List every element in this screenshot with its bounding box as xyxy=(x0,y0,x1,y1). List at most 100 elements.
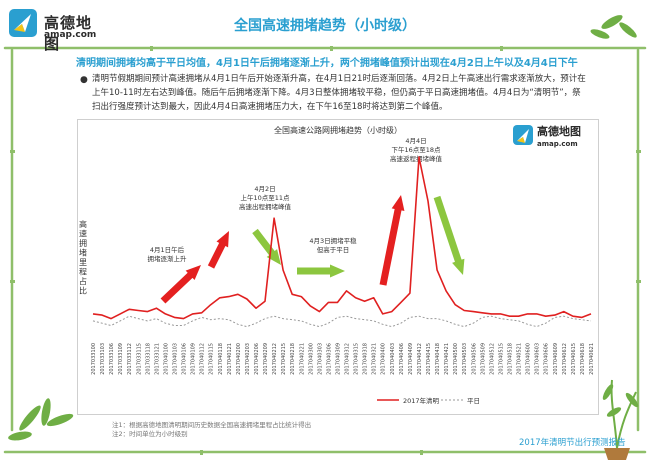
page-title: 全国高速拥堵趋势（小时级） xyxy=(234,18,416,34)
y-axis-label: 高速拥堵里程占比 xyxy=(79,219,87,296)
down-arrow-2 xyxy=(433,195,465,275)
chart-logo-domain: amap.com xyxy=(537,140,578,148)
x-tick-label: 2017040215 xyxy=(281,343,287,375)
y-axis-label-char: 堵 xyxy=(79,248,87,258)
y-axis-label-char: 速 xyxy=(79,230,87,239)
x-tick-label: 2017040421 xyxy=(444,343,450,375)
x-tick-label: 2017033121 xyxy=(154,343,160,375)
x-tick-label: 2017040103 xyxy=(172,343,178,375)
x-tick-label: 2017033100 xyxy=(91,343,97,375)
chart-logo: 高德地图 amap.com xyxy=(513,124,581,148)
x-tick-label: 2017040315 xyxy=(354,343,360,375)
congestion-trend-chart: 全国高速公路网拥堵趋势（小时级） 高德地图 amap.com 高速拥堵里程占比 … xyxy=(77,119,599,415)
x-tick-label: 2017040606 xyxy=(544,343,550,375)
x-tick-label: 2017040603 xyxy=(535,343,541,375)
x-tick-label: 2017040506 xyxy=(471,343,477,375)
y-axis-label-char: 高 xyxy=(79,219,87,229)
right-arrow xyxy=(297,264,345,278)
x-tick-label: 2017040318 xyxy=(363,343,369,375)
x-tick-label: 2017040306 xyxy=(326,343,332,375)
up-arrow-3-shape xyxy=(379,195,405,286)
chart-series xyxy=(92,156,592,328)
x-tick-label: 2017033106 xyxy=(109,343,115,375)
x-tick-label: 2017040418 xyxy=(435,343,441,375)
x-tick-label: 2017040615 xyxy=(571,343,577,375)
x-tick-label: 2017040309 xyxy=(335,343,341,375)
x-tick-label: 2017033118 xyxy=(145,343,151,375)
x-tick-label: 2017040303 xyxy=(317,343,323,375)
annotation-line: 上午10点至11点 xyxy=(240,193,290,202)
chart-legend: 2017年清明 平日 xyxy=(377,396,480,405)
x-tick-label: 2017040500 xyxy=(453,343,459,375)
up-arrow-1-shape xyxy=(160,265,201,304)
annotation-line: 4月3日拥堵平稳 xyxy=(309,236,357,245)
chart-border xyxy=(77,119,599,415)
down-arrow-1-shape xyxy=(252,228,282,266)
x-tick-label: 2017040203 xyxy=(245,343,251,375)
annotation-line: 4月2日 xyxy=(254,185,275,193)
x-tick-label: 2017033109 xyxy=(118,343,124,375)
headline: 清明期间拥堵均高于平日均值，4月1日午后拥堵逐渐上升，两个拥堵峰值预计出现在4月… xyxy=(76,58,578,69)
x-tick-label: 2017040512 xyxy=(489,343,495,375)
x-tick-label: 2017040612 xyxy=(562,343,568,375)
x-tick-label: 2017040409 xyxy=(408,343,414,375)
chart-logo-name: 高德地图 xyxy=(537,124,581,138)
y-axis-label-char: 占 xyxy=(79,276,87,286)
x-tick-label: 2017040406 xyxy=(399,343,405,375)
x-tick-label: 2017040518 xyxy=(508,343,514,375)
series-line-1 xyxy=(92,156,592,320)
x-tick-label: 2017040218 xyxy=(290,343,296,375)
x-tick-label: 2017040600 xyxy=(526,343,532,375)
x-tick-label: 2017040521 xyxy=(517,343,523,375)
up-arrow-2 xyxy=(207,231,229,269)
trend-arrows xyxy=(160,195,465,304)
chart-container: 全国高速公路网拥堵趋势（小时级） 高德地图 amap.com 高速拥堵里程占比 … xyxy=(77,119,599,415)
bullet-dot-icon: ● xyxy=(80,75,88,85)
x-tick-label: 2017040100 xyxy=(163,343,169,375)
x-tick-label: 2017040415 xyxy=(426,343,432,375)
x-tick-label: 2017040106 xyxy=(182,343,188,375)
amap-logo-icon xyxy=(9,9,37,37)
y-axis-label-char: 拥 xyxy=(79,238,87,248)
up-arrow-2-shape xyxy=(207,231,229,269)
x-axis-ticks: 2017033100 2017033103 2017033106 2017033109… xyxy=(91,343,595,375)
x-tick-label: 2017040400 xyxy=(381,343,387,375)
x-tick-label: 2017033112 xyxy=(127,343,133,375)
x-tick-label: 2017040112 xyxy=(200,343,206,375)
logo-domain: amap.com xyxy=(44,30,97,40)
x-tick-label: 2017040209 xyxy=(263,343,269,375)
legend-label-2: 平日 xyxy=(467,397,480,405)
annotation-line: 4月4日 xyxy=(405,137,426,145)
logo-name: 高德地图 xyxy=(44,14,93,53)
x-tick-label: 2017033115 xyxy=(136,343,142,375)
amap-logo: 高德地图 amap.com xyxy=(8,8,98,53)
annotation-line: 高速出程拥堵峰值 xyxy=(239,202,292,211)
x-tick-label: 2017040221 xyxy=(299,343,305,375)
x-tick-label: 2017040206 xyxy=(254,343,260,375)
x-tick-label: 2017040609 xyxy=(553,343,559,375)
right-arrow-shape xyxy=(297,264,345,278)
x-tick-label: 2017040115 xyxy=(209,343,215,375)
annotation-line: 下午16点至18点 xyxy=(391,145,441,154)
x-tick-label: 2017040312 xyxy=(345,343,351,375)
annotation-line: 拥堵逐渐上升 xyxy=(148,254,188,263)
footnote-2: 注2：时间单位为小时级别 xyxy=(112,430,188,438)
x-tick-label: 2017033103 xyxy=(100,343,106,375)
annotation-line: 高速返程拥堵峰值 xyxy=(390,154,443,163)
x-tick-label: 2017040515 xyxy=(498,343,504,375)
body-paragraph: 清明节假期期间预计高速拥堵从4月1日午后开始逐渐升高，在4月1日21时后逐渐回落… xyxy=(92,74,586,112)
chart-title: 全国高速公路网拥堵趋势（小时级） xyxy=(274,125,402,135)
x-tick-label: 2017040403 xyxy=(390,343,396,375)
annotation-line: 4月1日午后 xyxy=(150,245,185,254)
annotation-line: 但高于平日 xyxy=(317,245,350,254)
footnote-1: 注1：根据高德地图清明期间历史数据全国高速拥堵里程占比统计得出 xyxy=(112,421,312,429)
y-axis-label-char: 里 xyxy=(79,258,87,267)
legend-label-1: 2017年清明 xyxy=(403,396,440,405)
x-tick-label: 2017040618 xyxy=(580,343,586,375)
up-arrow-1 xyxy=(160,265,201,304)
x-tick-label: 2017040200 xyxy=(236,343,242,375)
down-arrow-2-shape xyxy=(433,195,465,275)
y-axis-label-char: 程 xyxy=(79,268,87,277)
